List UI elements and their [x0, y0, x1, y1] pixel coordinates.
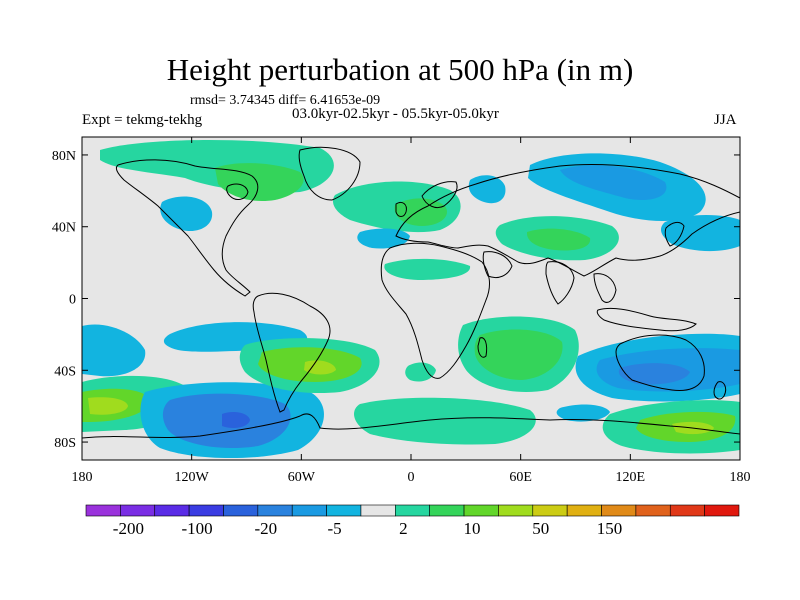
contour-fill: [215, 163, 304, 202]
x-tick-label: 120E: [616, 470, 646, 485]
colorbar-swatch: [291, 504, 327, 517]
colorbar-swatch: [704, 504, 740, 517]
colorbar-swatch: [326, 504, 362, 517]
contour-fill: [526, 228, 591, 251]
coastline-antarctica: [82, 413, 740, 439]
coastline-arabia: [482, 251, 513, 279]
coastline-new-zealand: [713, 381, 727, 400]
coastline-south-america: [252, 292, 331, 413]
y-axis-ticks: 80N 40N 0 40S 80S: [52, 149, 740, 451]
x-tick-label: 60W: [288, 470, 316, 485]
y-tick-label: 40N: [52, 221, 76, 236]
colorbar-swatch: [601, 504, 637, 517]
y-tick-label: 80N: [52, 149, 76, 164]
colorbar-swatch: [463, 504, 499, 517]
contour-fill: [384, 258, 471, 280]
contour-fill: [556, 404, 610, 422]
y-tick-label: 0: [69, 293, 76, 308]
coastline-scandinavia: [421, 181, 458, 209]
contour-fill: [304, 360, 336, 375]
colorbar-label: -100: [182, 519, 213, 538]
coastline-japan: [664, 221, 685, 247]
contour-fill: [660, 215, 740, 252]
coastline-india: [545, 261, 575, 305]
coastline-australia: [615, 334, 705, 391]
colorbar-label: 150: [597, 519, 623, 538]
x-tick-label: 60E: [509, 470, 532, 485]
contour-fill: [560, 165, 667, 201]
colorbar-label: -5: [327, 519, 341, 538]
colorbar-swatch: [257, 504, 293, 517]
stats-text: rmsd= 3.74345 diff= 6.41653e-09: [190, 93, 381, 108]
period-label: 03.0kyr-02.5kyr - 05.5kyr-05.0kyr: [292, 106, 499, 122]
y-tick-label: 40S: [54, 364, 76, 379]
colorbar-swatch: [360, 504, 396, 517]
contour-fill: [618, 363, 690, 385]
colorbar-swatch: [85, 504, 121, 517]
colorbar-label: -20: [255, 519, 278, 538]
coastline-layer: [82, 146, 740, 439]
plot-title: Height perturbation at 500 hPa (in m): [166, 52, 634, 87]
colorbar-swatch: [120, 504, 156, 517]
contour-fill: [160, 196, 213, 232]
colorbar: [85, 504, 740, 517]
x-tick-label: 120W: [175, 470, 210, 485]
colorbar-label: -200: [113, 519, 144, 538]
contour-fill: [354, 397, 536, 445]
colorbar-labels: -200 -100 -20 -5 2 10 50 150: [113, 519, 622, 538]
colorbar-swatch: [188, 504, 224, 517]
season-label: JJA: [714, 112, 737, 128]
colorbar-swatch: [635, 504, 671, 517]
colorbar-swatch: [532, 504, 568, 517]
contour-fill-layer: [82, 139, 740, 459]
coastline-indochina: [593, 273, 617, 303]
coastline-north-america: [115, 159, 259, 297]
coastline-eurasia: [395, 163, 740, 277]
experiment-label: Expt = tekmg-tekhg: [82, 112, 203, 128]
coastline-hudson-bay: [226, 183, 249, 200]
colorbar-label: 50: [532, 519, 549, 538]
contour-fill: [88, 397, 128, 415]
coastline-britain: [395, 201, 407, 217]
contour-fill: [405, 362, 436, 382]
x-tick-label: 180: [72, 470, 93, 485]
coastline-africa: [380, 242, 490, 379]
x-tick-label: 180: [730, 470, 751, 485]
colorbar-label: 2: [399, 519, 408, 538]
coastline-madagascar: [477, 337, 488, 358]
x-tick-label: 0: [408, 470, 415, 485]
colorbar-swatch: [154, 504, 190, 517]
coastline-indonesia: [596, 307, 697, 332]
colorbar-label: 10: [464, 519, 481, 538]
colorbar-swatch: [498, 504, 534, 517]
colorbar-swatch: [566, 504, 602, 517]
coastline-greenland: [298, 146, 361, 201]
colorbar-swatch: [395, 504, 430, 517]
x-axis-ticks: 180 120W 60W 0 60E 120E 180: [72, 137, 751, 485]
colorbar-swatch: [223, 504, 259, 517]
contour-fill: [468, 175, 506, 204]
contour-fill: [474, 329, 563, 380]
colorbar-swatch: [429, 504, 465, 517]
contour-fill: [222, 412, 250, 428]
contour-fill: [82, 324, 146, 377]
colorbar-swatch: [669, 504, 705, 517]
y-tick-label: 80S: [54, 436, 76, 451]
